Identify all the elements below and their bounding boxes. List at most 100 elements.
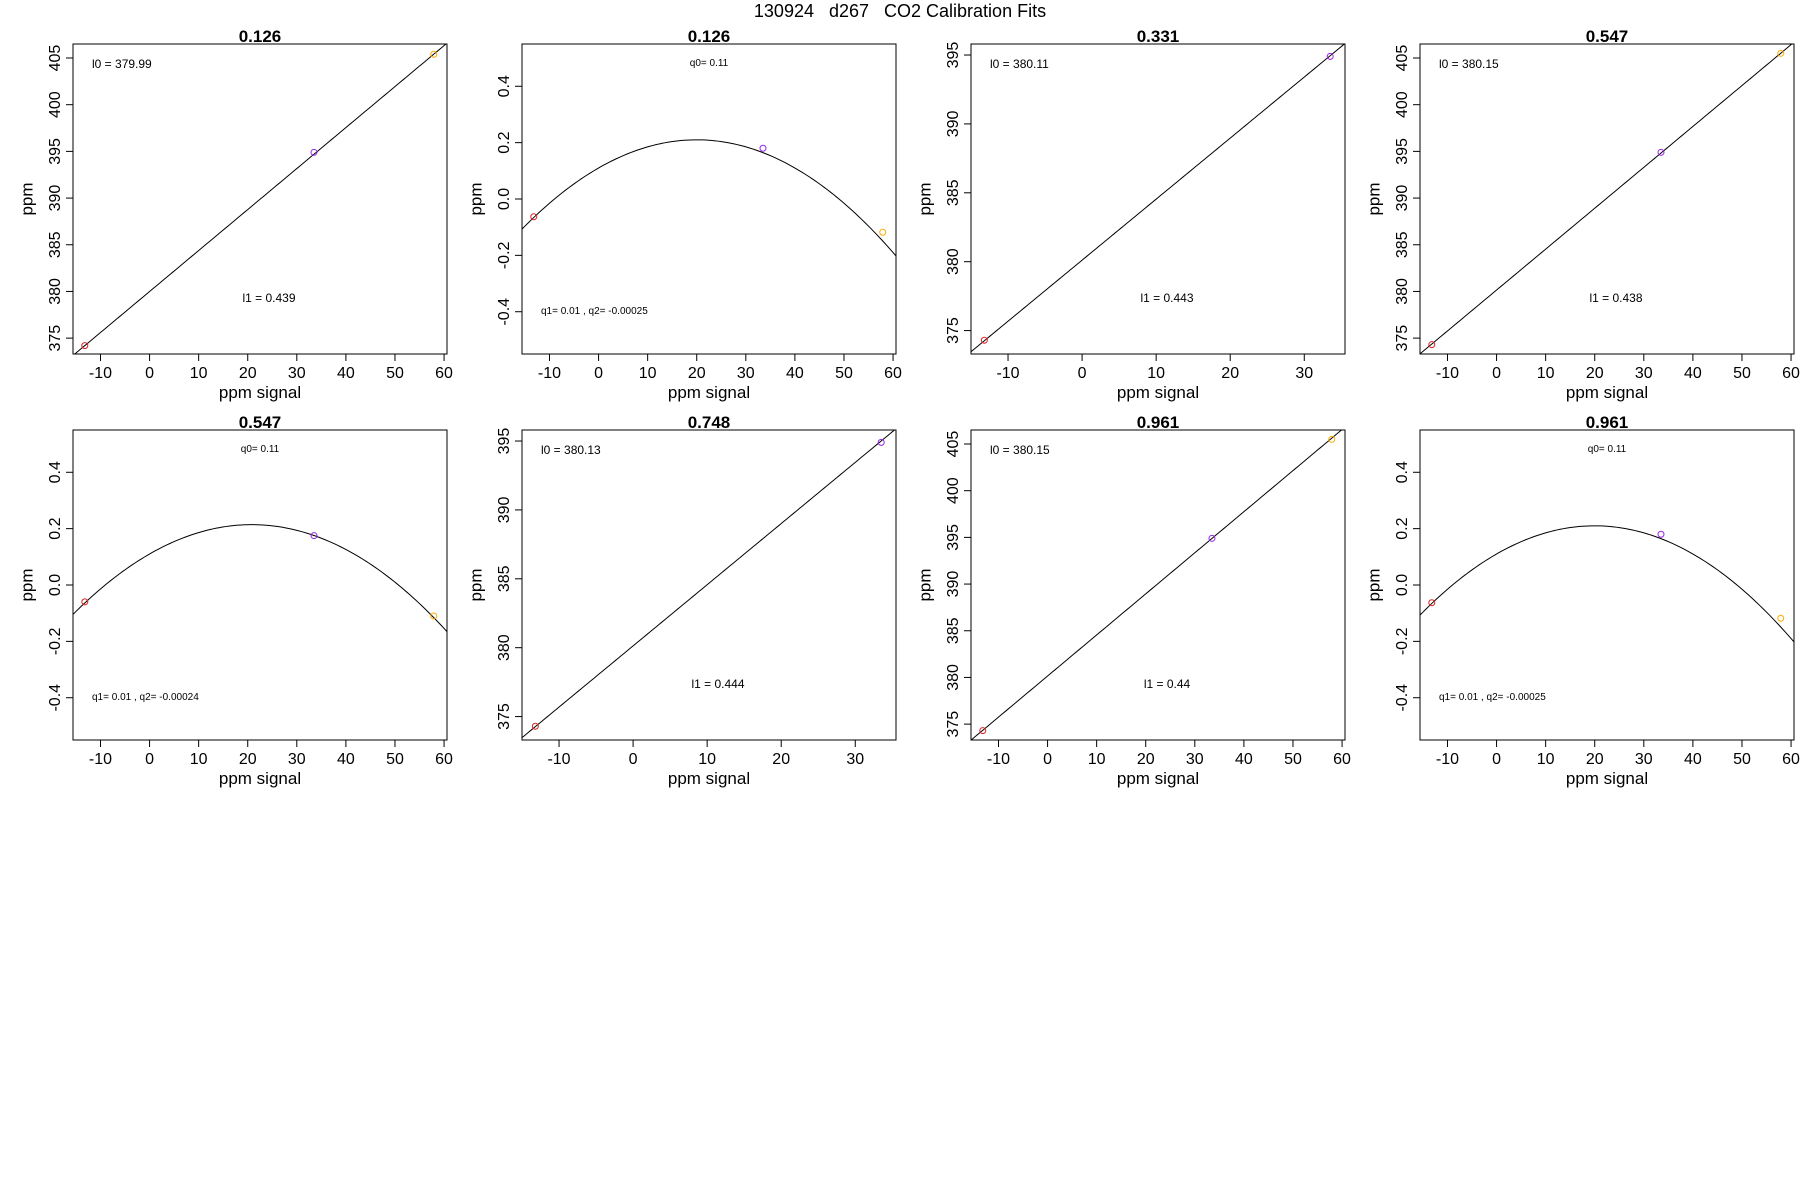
x-tick-label: 40: [1684, 751, 1702, 768]
x-tick-label: 50: [1284, 751, 1302, 768]
x-tick-label: -10: [987, 751, 1010, 768]
y-axis-label: ppm: [915, 182, 934, 215]
y-axis-label: ppm: [466, 182, 485, 215]
y-tick-label: 395: [496, 428, 513, 455]
fit-annotation-q1-q2: q1= 0.01 , q2= -0.00025: [1439, 692, 1546, 703]
data-point: [430, 612, 438, 620]
fit-line: [1420, 44, 1793, 354]
x-tick-label: 0: [145, 751, 154, 768]
y-tick-label: 390: [1394, 185, 1411, 212]
y-tick-label: 385: [945, 617, 962, 644]
chart-title: 0.126: [688, 27, 731, 46]
y-tick-label: 375: [47, 325, 64, 352]
data-point: [1777, 614, 1785, 622]
chart-panel-4: -10 0 10 20 30 40 50 60 375 380 385 390 395 400 405 0.5…: [1364, 27, 1800, 402]
y-tick-label: 380: [496, 634, 513, 661]
x-tick-label: 10: [190, 751, 208, 768]
x-tick-label: 0: [1078, 365, 1087, 382]
y-tick-label: 395: [1394, 138, 1411, 165]
chart-panel-1: -10 0 10 20 30 40 50 60 375 380 385 390 395 400 405 0.1…: [17, 27, 453, 402]
data-point: [310, 148, 318, 156]
x-tick-label: 20: [1137, 751, 1155, 768]
x-tick-label: 30: [288, 365, 306, 382]
data-point: [1428, 341, 1436, 349]
y-tick-label: 0.2: [47, 517, 64, 539]
page-title: 130924 d267 CO2 Calibration Fits: [753, 1, 1047, 21]
y-tick-label: 385: [496, 565, 513, 592]
y-tick-label: 0.2: [1394, 517, 1411, 539]
x-axis-label: ppm signal: [1117, 383, 1199, 402]
y-axis-label: ppm: [17, 568, 36, 601]
x-tick-label: 10: [639, 365, 657, 382]
x-tick-label: 10: [1537, 365, 1555, 382]
plot-frame: [521, 429, 897, 741]
x-tick-label: 10: [1147, 365, 1165, 382]
x-tick-label: -10: [89, 365, 112, 382]
fit-line: [1420, 525, 1794, 643]
x-axis-label: ppm signal: [668, 769, 750, 788]
chart-title: 0.961: [1137, 413, 1180, 432]
x-tick-label: 50: [386, 751, 404, 768]
y-tick-label: 0.4: [47, 461, 64, 483]
y-tick-label: 380: [945, 664, 962, 691]
data-point: [879, 228, 887, 236]
fit-annotation-q1-q2: q1= 0.01 , q2= -0.00024: [92, 692, 199, 703]
x-tick-label: 30: [288, 751, 306, 768]
x-tick-label: 40: [786, 365, 804, 382]
x-tick-label: -10: [89, 751, 112, 768]
x-axis-label: ppm signal: [1117, 769, 1199, 788]
x-tick-label: 10: [1537, 751, 1555, 768]
y-tick-label: 390: [47, 185, 64, 212]
x-tick-label: 10: [190, 365, 208, 382]
x-tick-label: 50: [835, 365, 853, 382]
data-point: [979, 727, 987, 735]
y-tick-label: 395: [945, 524, 962, 551]
data-point: [530, 213, 538, 221]
fit-line: [73, 44, 447, 354]
y-tick-label: -0.4: [47, 684, 64, 712]
x-tick-label: 40: [337, 365, 355, 382]
y-tick-label: 405: [47, 45, 64, 72]
fit-annotation-intercept: l0 = 380.15: [990, 443, 1050, 457]
chart-panel-2: -10 0 10 20 30 40 50 60 -0.4 -0.2 0.0 0.2 0.4 0.126 pp…: [466, 27, 902, 402]
plot-frame: [970, 429, 1346, 741]
fit-annotation-q0: q0= 0.11: [241, 444, 280, 455]
y-tick-label: 0.4: [496, 75, 513, 97]
x-tick-label: 20: [1586, 365, 1604, 382]
x-tick-label: -10: [1436, 751, 1459, 768]
y-tick-label: 0.0: [1394, 574, 1411, 596]
chart-title: 0.748: [688, 413, 731, 432]
data-point: [430, 50, 438, 58]
chart-title: 0.547: [239, 413, 282, 432]
plot-frame: [970, 43, 1346, 355]
x-tick-label: 10: [698, 751, 716, 768]
y-tick-label: 390: [945, 571, 962, 598]
x-tick-label: 30: [1635, 365, 1653, 382]
fit-annotation-slope: l1 = 0.443: [1140, 291, 1193, 305]
data-point: [759, 144, 767, 152]
y-tick-label: 380: [1394, 278, 1411, 305]
y-tick-label: -0.4: [496, 298, 513, 326]
x-tick-label: 30: [737, 365, 755, 382]
fit-annotation-intercept: l0 = 379.99: [92, 57, 152, 71]
x-tick-label: 60: [1782, 365, 1800, 382]
y-axis-label: ppm: [466, 568, 485, 601]
x-tick-label: 30: [846, 751, 864, 768]
x-tick-label: 0: [594, 365, 603, 382]
data-point: [1777, 49, 1785, 57]
y-tick-label: 385: [945, 179, 962, 206]
data-point: [980, 336, 988, 344]
fit-annotation-q0: q0= 0.11: [1588, 444, 1627, 455]
x-tick-label: 40: [337, 751, 355, 768]
y-axis-label: ppm: [915, 568, 934, 601]
x-tick-label: 30: [1635, 751, 1653, 768]
y-tick-label: 395: [945, 42, 962, 69]
x-tick-label: 40: [1684, 365, 1702, 382]
y-tick-label: 385: [1394, 231, 1411, 258]
chart-title: 0.547: [1586, 27, 1629, 46]
fit-line: [522, 139, 896, 257]
x-axis-label: ppm signal: [668, 383, 750, 402]
y-tick-label: 380: [945, 248, 962, 275]
plot-frame: [1419, 43, 1795, 355]
